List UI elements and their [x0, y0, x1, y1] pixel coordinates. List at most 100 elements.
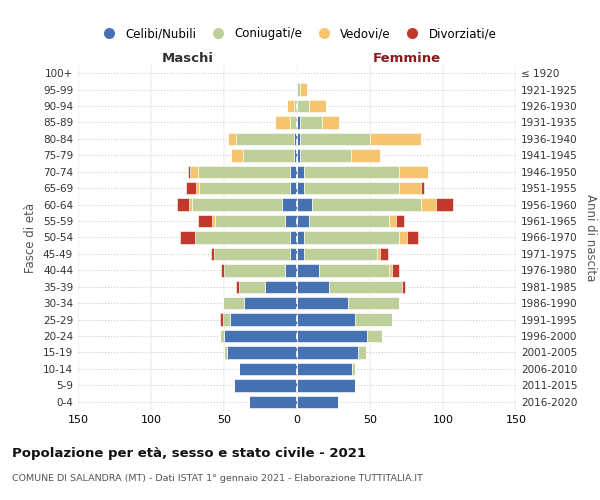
Bar [348, 297, 399, 310]
Bar [351, 149, 380, 162]
Bar [214, 248, 290, 260]
Bar [297, 379, 355, 392]
Bar [224, 346, 227, 358]
Bar [211, 248, 214, 260]
Bar [189, 198, 192, 211]
Bar [311, 198, 421, 211]
Bar [232, 149, 243, 162]
Bar [294, 100, 297, 112]
Bar [297, 346, 358, 358]
Bar [297, 198, 311, 211]
Bar [304, 166, 399, 178]
Bar [297, 314, 355, 326]
Bar [186, 182, 196, 194]
Bar [290, 116, 297, 128]
Bar [198, 166, 290, 178]
Bar [399, 182, 421, 194]
Bar [297, 396, 338, 408]
Bar [187, 166, 190, 178]
Text: COMUNE DI SALANDRA (MT) - Dati ISTAT 1° gennaio 2021 - Elaborazione TUTTITALIA.I: COMUNE DI SALANDRA (MT) - Dati ISTAT 1° … [12, 474, 423, 483]
Bar [297, 116, 300, 128]
Bar [286, 264, 297, 276]
Bar [396, 215, 404, 227]
Bar [290, 232, 297, 243]
Bar [290, 182, 297, 194]
Bar [304, 232, 399, 243]
Bar [358, 346, 365, 358]
Bar [308, 215, 389, 227]
Bar [297, 232, 304, 243]
Bar [380, 248, 388, 260]
Bar [300, 149, 351, 162]
Bar [389, 215, 396, 227]
Bar [227, 346, 297, 358]
Bar [283, 198, 297, 211]
Bar [300, 116, 322, 128]
Bar [239, 363, 297, 375]
Bar [220, 314, 223, 326]
Bar [215, 215, 286, 227]
Bar [224, 330, 297, 342]
Bar [230, 314, 297, 326]
Bar [249, 396, 297, 408]
Bar [221, 264, 224, 276]
Bar [239, 280, 265, 293]
Bar [190, 166, 198, 178]
Bar [265, 280, 297, 293]
Text: Maschi: Maschi [161, 52, 214, 65]
Bar [177, 198, 189, 211]
Bar [294, 149, 297, 162]
Bar [244, 297, 297, 310]
Bar [399, 232, 407, 243]
Y-axis label: Fasce di età: Fasce di età [25, 202, 37, 272]
Bar [421, 182, 424, 194]
Bar [352, 363, 355, 375]
Bar [198, 215, 212, 227]
Bar [287, 100, 294, 112]
Text: Popolazione per età, sesso e stato civile - 2021: Popolazione per età, sesso e stato civil… [12, 448, 366, 460]
Bar [300, 133, 370, 145]
Bar [297, 264, 319, 276]
Bar [195, 232, 290, 243]
Bar [224, 264, 286, 276]
Bar [297, 363, 352, 375]
Bar [421, 198, 436, 211]
Bar [329, 280, 402, 293]
Bar [223, 314, 230, 326]
Legend: Celibi/Nubili, Coniugati/e, Vedovi/e, Divorziati/e: Celibi/Nubili, Coniugati/e, Vedovi/e, Di… [93, 22, 501, 45]
Bar [370, 133, 421, 145]
Bar [322, 116, 340, 128]
Bar [290, 166, 297, 178]
Bar [297, 330, 367, 342]
Bar [297, 100, 308, 112]
Bar [297, 182, 304, 194]
Bar [294, 133, 297, 145]
Bar [192, 198, 283, 211]
Bar [236, 133, 294, 145]
Bar [286, 215, 297, 227]
Bar [229, 133, 236, 145]
Y-axis label: Anni di nascita: Anni di nascita [584, 194, 597, 281]
Bar [297, 280, 329, 293]
Bar [402, 280, 405, 293]
Bar [392, 264, 399, 276]
Bar [319, 264, 389, 276]
Text: Femmine: Femmine [373, 52, 440, 65]
Bar [297, 149, 300, 162]
Bar [199, 182, 290, 194]
Bar [407, 232, 418, 243]
Bar [297, 215, 308, 227]
Bar [236, 280, 239, 293]
Bar [223, 297, 244, 310]
Bar [180, 232, 195, 243]
Bar [367, 330, 382, 342]
Bar [243, 149, 294, 162]
Bar [297, 84, 300, 96]
Bar [297, 166, 304, 178]
Bar [389, 264, 392, 276]
Bar [355, 314, 392, 326]
Bar [212, 215, 215, 227]
Bar [304, 182, 399, 194]
Bar [297, 248, 304, 260]
Bar [234, 379, 297, 392]
